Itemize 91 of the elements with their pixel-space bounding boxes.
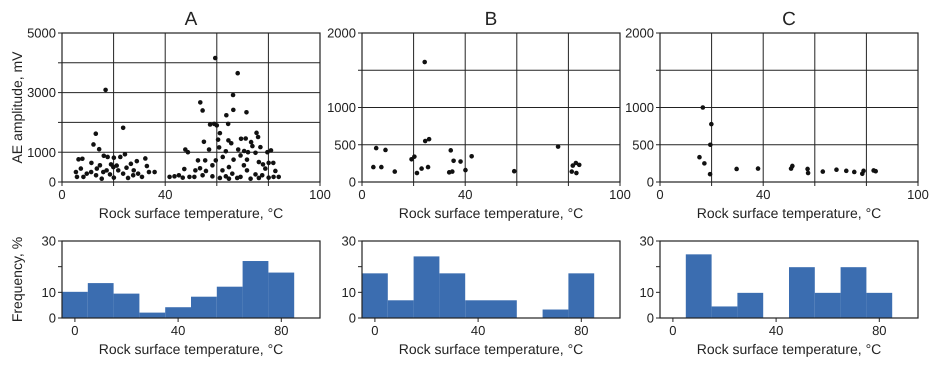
y-tick-label: 1000 — [27, 144, 56, 160]
point — [574, 160, 578, 166]
y-tick-label: 2000 — [625, 26, 654, 41]
x-tick-label: 40 — [158, 187, 172, 202]
y-tick-label: 500 — [334, 137, 356, 152]
x-tick-label: 0 — [656, 187, 664, 202]
y-axis-title: AE amplitude, mV — [9, 50, 25, 164]
y-tick-label: 10 — [42, 284, 56, 300]
point — [371, 164, 376, 170]
x-axis-title: Rock surface temperature, °C — [696, 341, 882, 357]
y-tick-label: 1000 — [625, 100, 654, 116]
x-tick-label: 100 — [309, 187, 331, 202]
point — [756, 166, 760, 171]
y-tick-label: 30 — [42, 234, 56, 249]
x-tick-label: 100 — [907, 187, 929, 202]
y-tick-label: 10 — [640, 284, 654, 300]
x-tick-label: 40 — [458, 187, 472, 202]
chart-title: A — [184, 9, 198, 30]
x-tick-label: 0 — [71, 323, 79, 338]
point — [700, 105, 706, 110]
x-tick-label: 40 — [768, 323, 784, 338]
point — [392, 169, 398, 174]
point — [450, 169, 455, 174]
point — [426, 164, 430, 170]
y-tick-label: 5000 — [27, 26, 56, 41]
x-axis-title: Rock surface temperature, °C — [98, 205, 284, 221]
x-axis-title: Rock surface temperature, °C — [98, 341, 284, 357]
point — [820, 169, 826, 174]
point — [569, 169, 574, 174]
y-tick-label: 0 — [348, 310, 356, 326]
point — [702, 161, 707, 166]
point — [790, 164, 795, 168]
point — [463, 168, 468, 172]
point — [852, 170, 857, 174]
y-tick-label: 0 — [646, 174, 654, 190]
point — [556, 144, 560, 149]
y-tick-label: 0 — [348, 174, 356, 190]
x-tick-label: 40 — [756, 187, 770, 202]
x-tick-label: 100 — [609, 187, 631, 202]
point — [512, 168, 517, 174]
y-tick-label: 1000 — [327, 100, 356, 116]
y-tick-label: 2000 — [327, 26, 356, 41]
point — [697, 154, 702, 160]
y-tick-label: 0 — [646, 310, 654, 326]
y-tick-label: 10 — [342, 284, 356, 300]
point — [426, 136, 432, 142]
point — [448, 148, 454, 153]
point — [412, 154, 417, 159]
x-axis-title: Rock surface temperature, °C — [696, 205, 882, 221]
point — [422, 138, 428, 144]
x-tick-label: 40 — [170, 323, 186, 338]
x-axis-title: Rock surface temperature, °C — [398, 205, 584, 221]
point — [414, 170, 420, 176]
point — [379, 164, 384, 170]
point — [570, 163, 576, 168]
point — [709, 122, 714, 126]
point — [576, 162, 582, 168]
point — [861, 168, 866, 174]
y-tick-label: 30 — [640, 234, 654, 249]
chart-title: C — [782, 9, 796, 30]
chart-title: B — [484, 9, 498, 30]
y-tick-label: 0 — [48, 174, 56, 190]
x-tick-label: 40 — [470, 323, 486, 338]
point — [422, 60, 427, 64]
point — [469, 154, 474, 159]
point — [708, 142, 713, 148]
point — [458, 159, 463, 164]
x-tick-label: 0 — [358, 187, 366, 202]
point — [844, 168, 849, 174]
y-axis-title: Frequency, % — [9, 236, 25, 322]
x-tick-label: 80 — [274, 323, 289, 338]
point — [806, 170, 810, 176]
point — [383, 148, 388, 152]
point — [451, 158, 456, 164]
point — [834, 167, 839, 172]
point — [708, 172, 712, 176]
x-tick-label: 80 — [574, 323, 589, 338]
x-axis-title: Rock surface temperature, °C — [398, 341, 584, 357]
y-tick-label: 30 — [342, 234, 356, 249]
x-tick-label: 0 — [371, 323, 379, 338]
x-tick-label: 0 — [58, 187, 66, 202]
point — [574, 170, 579, 176]
y-tick-label: 0 — [48, 310, 56, 326]
point — [734, 166, 739, 172]
y-tick-label: 3000 — [27, 85, 56, 100]
point — [374, 146, 378, 150]
x-tick-label: 80 — [872, 323, 887, 338]
x-tick-label: 0 — [669, 323, 677, 338]
y-tick-label: 500 — [632, 137, 654, 152]
point — [419, 166, 424, 171]
point — [805, 166, 810, 172]
